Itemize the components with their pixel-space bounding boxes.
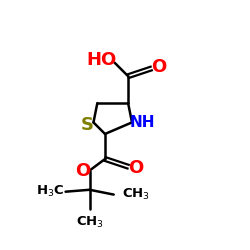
Text: HO: HO bbox=[86, 51, 116, 69]
Text: O: O bbox=[75, 162, 90, 180]
Text: S: S bbox=[81, 116, 94, 134]
Text: O: O bbox=[151, 58, 166, 76]
Text: NH: NH bbox=[130, 115, 155, 130]
Text: CH$_3$: CH$_3$ bbox=[122, 187, 150, 202]
Text: H$_3$C: H$_3$C bbox=[36, 184, 64, 199]
Text: CH$_3$: CH$_3$ bbox=[76, 215, 104, 230]
Text: O: O bbox=[128, 159, 144, 177]
